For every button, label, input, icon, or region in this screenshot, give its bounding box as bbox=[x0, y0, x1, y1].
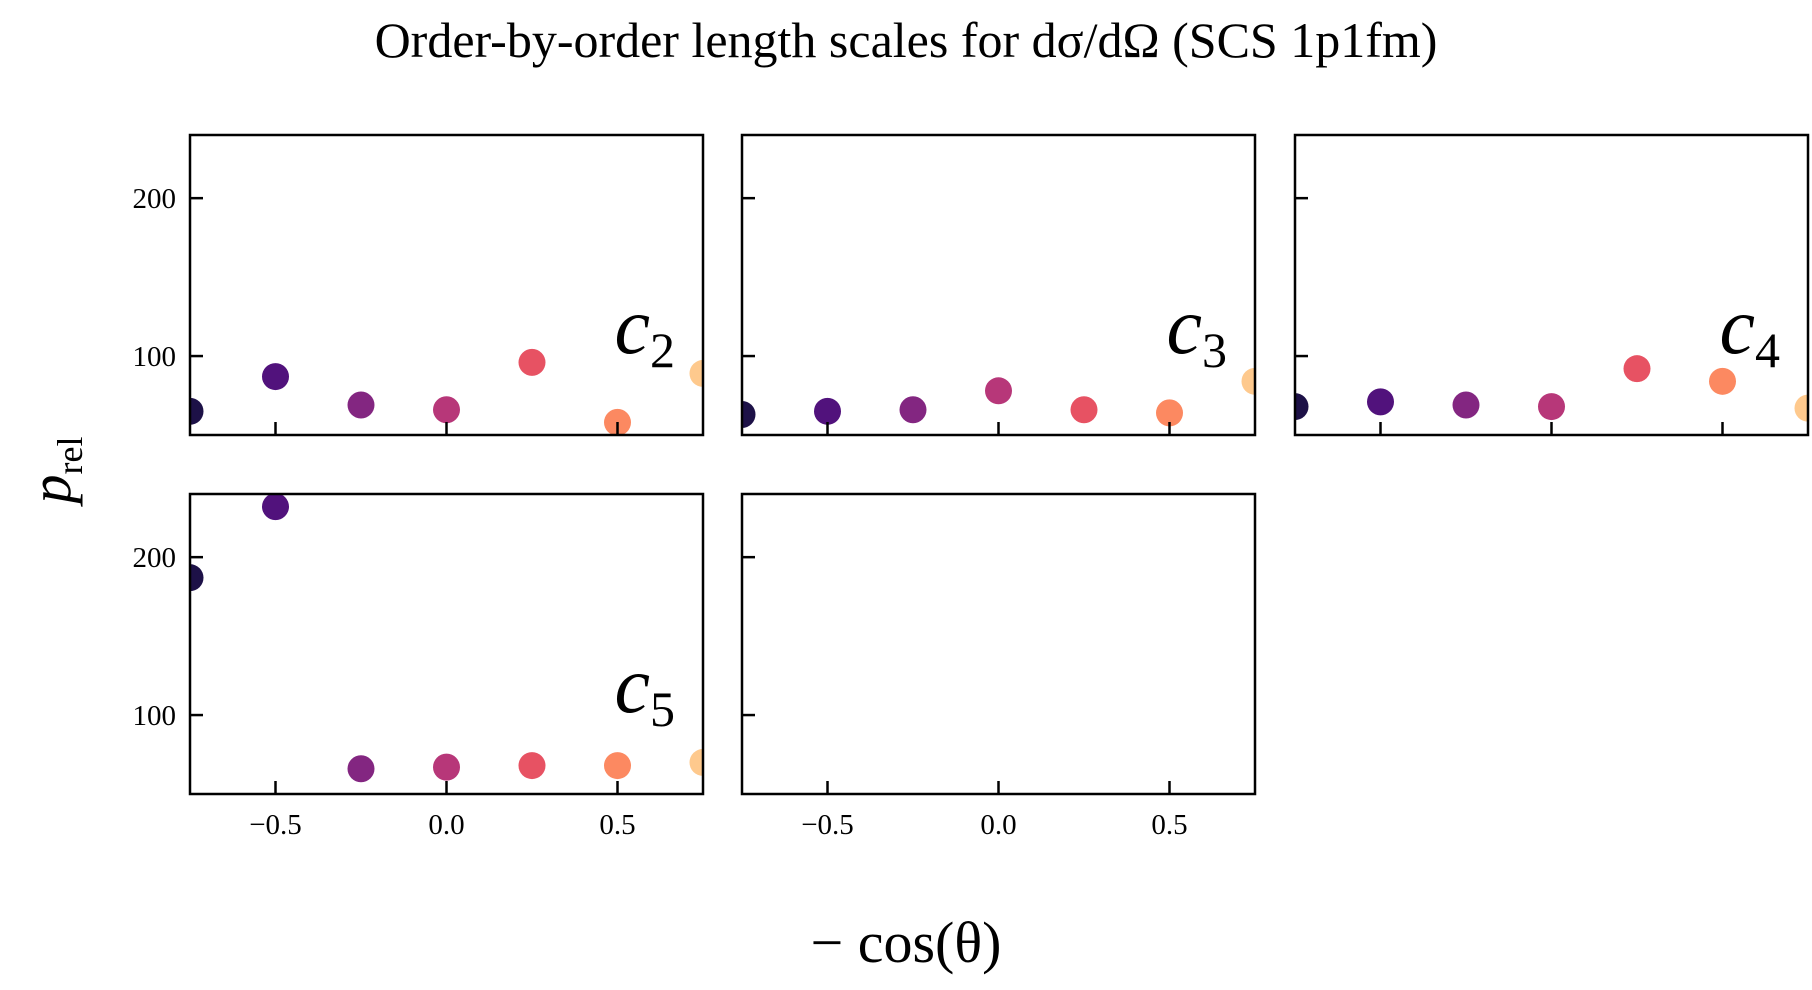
data-point bbox=[604, 752, 631, 780]
data-point bbox=[1241, 367, 1255, 395]
data-point bbox=[1367, 388, 1394, 416]
chart-title: Order-by-order length scales for dσ/dΩ (… bbox=[375, 12, 1438, 68]
panel-2: c3 bbox=[740, 133, 1257, 437]
data-point bbox=[518, 752, 546, 780]
panel-2-points bbox=[742, 367, 1255, 428]
annotation-subscript: 3 bbox=[1202, 322, 1227, 378]
svg-text:prel: prel bbox=[18, 437, 90, 508]
x-tick-label: 0.0 bbox=[428, 809, 464, 841]
panel-annotation: c2 bbox=[614, 283, 675, 378]
panel-frame bbox=[740, 492, 1257, 796]
data-point bbox=[1538, 393, 1565, 421]
annotation-letter: c bbox=[614, 283, 650, 371]
y-axis-label-main: p bbox=[18, 474, 83, 507]
data-point bbox=[814, 397, 841, 425]
data-point bbox=[518, 348, 546, 376]
x-tick-label: 0.0 bbox=[980, 809, 1016, 841]
data-point bbox=[433, 753, 460, 781]
data-point bbox=[1794, 394, 1808, 422]
panel-1: 100 200 c2 bbox=[133, 133, 705, 437]
data-point bbox=[1452, 391, 1480, 419]
data-point bbox=[1295, 393, 1309, 421]
data-point bbox=[985, 377, 1012, 405]
panel-4: −0.5 0.0 0.5 100 200 c5 bbox=[133, 492, 705, 841]
data-point bbox=[1709, 367, 1736, 395]
x-tick-label: 0.5 bbox=[599, 809, 635, 841]
panel-annotation: c3 bbox=[1166, 283, 1227, 378]
y-tick-label: 200 bbox=[133, 183, 177, 215]
x-axis-label: − cos(θ) bbox=[811, 910, 1002, 975]
data-point bbox=[190, 397, 204, 425]
panel-3: c4 bbox=[1293, 133, 1810, 437]
data-point bbox=[742, 400, 756, 428]
y-tick-label: 200 bbox=[133, 542, 177, 574]
panel-5: −0.5 0.0 0.5 bbox=[740, 492, 1257, 841]
data-point bbox=[1156, 399, 1183, 427]
x-tick-label: −0.5 bbox=[249, 809, 302, 841]
panel-annotation: c4 bbox=[1719, 283, 1780, 378]
x-tick-label: −0.5 bbox=[801, 809, 854, 841]
annotation-subscript: 5 bbox=[650, 681, 675, 737]
data-point bbox=[433, 396, 460, 424]
data-point bbox=[1623, 355, 1651, 383]
data-point bbox=[899, 396, 927, 424]
data-point bbox=[347, 755, 375, 783]
annotation-letter: c bbox=[614, 642, 650, 730]
data-point bbox=[190, 564, 204, 592]
data-point bbox=[347, 391, 375, 419]
data-point bbox=[262, 494, 289, 521]
x-tick-label: 0.5 bbox=[1151, 809, 1187, 841]
annotation-letter: c bbox=[1719, 283, 1755, 371]
y-tick-label: 100 bbox=[133, 700, 177, 732]
y-tick-label: 100 bbox=[133, 341, 177, 373]
data-point bbox=[689, 359, 703, 387]
data-point bbox=[604, 408, 631, 435]
annotation-subscript: 2 bbox=[650, 322, 675, 378]
panel-3-points bbox=[1295, 355, 1808, 422]
panel-annotation: c5 bbox=[614, 642, 675, 737]
y-axis-label: prel bbox=[18, 437, 90, 508]
annotation-letter: c bbox=[1166, 283, 1202, 371]
y-axis-label-sub: rel bbox=[50, 437, 90, 475]
data-point bbox=[1070, 396, 1098, 424]
panel-1-points bbox=[190, 348, 703, 435]
data-point bbox=[262, 363, 289, 391]
annotation-subscript: 4 bbox=[1755, 322, 1780, 378]
data-point bbox=[689, 748, 703, 776]
panel-4-points bbox=[190, 494, 703, 783]
